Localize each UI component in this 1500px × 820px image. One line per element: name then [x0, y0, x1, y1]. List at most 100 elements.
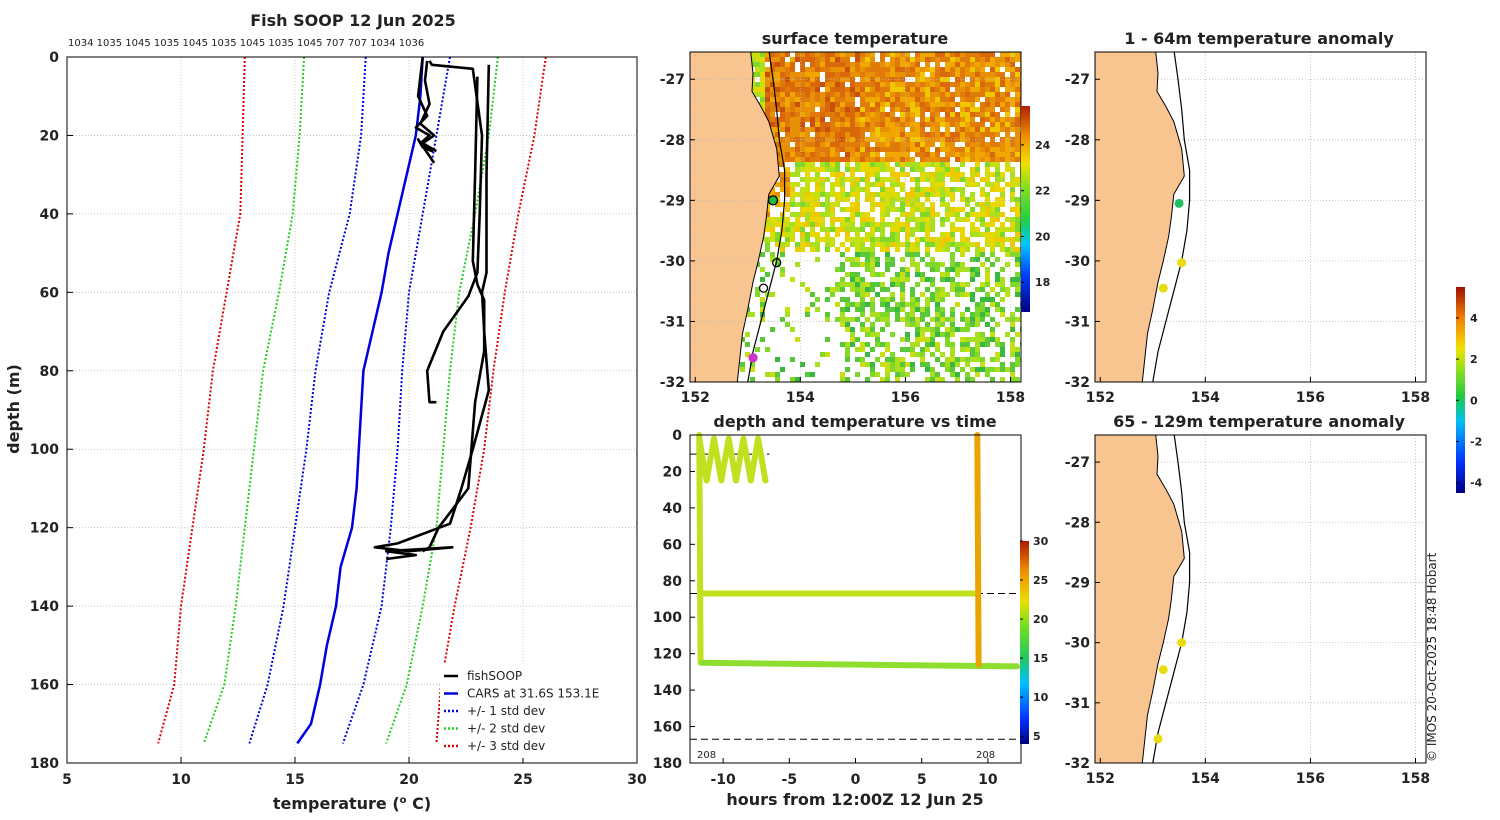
sst-cell — [1005, 62, 1010, 67]
sst-cell — [890, 237, 895, 242]
sst-cell — [905, 72, 910, 77]
sst-cell — [755, 62, 760, 67]
sst-cell — [895, 362, 900, 367]
sst-cell — [880, 317, 885, 322]
sst-cell — [865, 52, 870, 57]
anomaly-deep-land-shelf-contour — [1152, 435, 1191, 763]
sst-cell — [985, 342, 990, 347]
profile-lines — [157, 56, 547, 745]
sst-cell — [935, 287, 940, 292]
sst-cell — [985, 82, 990, 87]
anomaly-colorbar — [1456, 287, 1465, 493]
sst-cell — [770, 82, 775, 87]
sst-cell — [855, 202, 860, 207]
sst-cell — [940, 222, 945, 227]
anomaly-shallow-land-shelf-contour — [1152, 52, 1191, 382]
sst-cell — [815, 247, 820, 252]
sst-cell — [815, 52, 820, 57]
sst-cell — [875, 107, 880, 112]
sst-cell — [990, 122, 995, 127]
sst-cell — [885, 212, 890, 217]
sst-cell — [925, 232, 930, 237]
sst-cell — [900, 122, 905, 127]
sst-cell — [960, 187, 965, 192]
sst-cell — [945, 237, 950, 242]
sst-cell — [975, 352, 980, 357]
sst-cell — [870, 167, 875, 172]
sst-cell — [775, 242, 780, 247]
sst-cell — [850, 337, 855, 342]
profile-top-labels: 1034 1035 1045 1035 1045 1035 1045 1035 … — [68, 38, 424, 49]
sst-cell — [995, 167, 1000, 172]
sst-cell — [910, 157, 915, 162]
profile-line--1-std — [341, 56, 451, 744]
sst-cell — [850, 157, 855, 162]
y-tick-label: 20 — [663, 464, 683, 480]
sst-cell — [905, 197, 910, 202]
sst-cell — [860, 67, 865, 72]
sst-cell — [785, 227, 790, 232]
sst-cell — [905, 137, 910, 142]
sst-cell — [930, 187, 935, 192]
sst-cell — [1010, 317, 1015, 322]
sst-cell — [945, 357, 950, 362]
sst-cell — [895, 277, 900, 282]
sst-cell — [925, 82, 930, 87]
sst-cell — [760, 52, 765, 57]
y-tick-label: 60 — [40, 285, 60, 301]
sst-cell — [965, 182, 970, 187]
sst-cell — [950, 332, 955, 337]
sst-cell — [865, 302, 870, 307]
sst-cell — [980, 77, 985, 82]
sst-cell — [830, 192, 835, 197]
sst-cell — [770, 52, 775, 57]
sst-cell — [800, 187, 805, 192]
sst-cell — [1005, 227, 1010, 232]
sst-cell — [800, 197, 805, 202]
sst-cell — [865, 87, 870, 92]
sst-cell — [835, 62, 840, 67]
sst-cell — [930, 52, 935, 57]
sst-cell — [950, 322, 955, 327]
sst-cell — [880, 287, 885, 292]
sst-cell — [865, 352, 870, 357]
sst-cell — [940, 197, 945, 202]
sst-cell — [915, 137, 920, 142]
sst-cell — [930, 192, 935, 197]
sst-cell — [825, 197, 830, 202]
sst-cell — [890, 222, 895, 227]
sst-cell — [815, 192, 820, 197]
sst-cell — [965, 107, 970, 112]
sst-stations — [748, 195, 782, 363]
sst-cell — [890, 107, 895, 112]
y-tick-label: -31 — [1065, 696, 1090, 712]
sst-cell — [900, 62, 905, 67]
y-tick-label: -32 — [1065, 375, 1090, 391]
sst-cell — [955, 292, 960, 297]
sst-cell — [860, 347, 865, 352]
sst-cell — [855, 142, 860, 147]
sst-cell — [955, 52, 960, 57]
sst-cell — [985, 337, 990, 342]
sst-cell — [995, 62, 1000, 67]
sst-cell — [825, 67, 830, 72]
sst-cell — [925, 172, 930, 177]
sst-cell — [805, 52, 810, 57]
profile-line--3-std — [435, 56, 547, 744]
sst-cell — [780, 242, 785, 247]
x-tick-label: 0 — [851, 772, 861, 788]
sst-cell — [885, 187, 890, 192]
sst-cell — [800, 57, 805, 62]
sst-cell — [795, 227, 800, 232]
sst-cell — [890, 172, 895, 177]
sst-cell — [885, 142, 890, 147]
sst-cell — [860, 97, 865, 102]
sst-cell — [950, 307, 955, 312]
sst-cell — [785, 72, 790, 77]
sst-cell — [790, 97, 795, 102]
sst-cell — [760, 337, 765, 342]
sst-cell — [845, 377, 850, 382]
x-tick-label: 156 — [1296, 390, 1325, 406]
sst-cell — [770, 372, 775, 377]
sst-cell — [840, 92, 845, 97]
